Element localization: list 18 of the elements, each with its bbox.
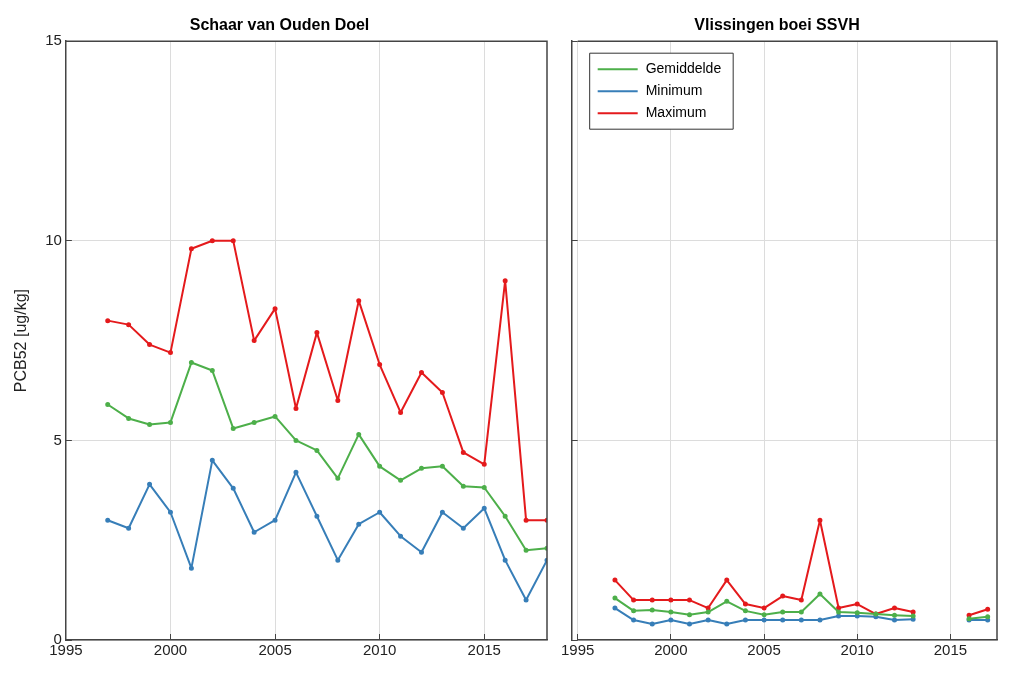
y-axis-title: PCB52 [ug/kg]: [12, 289, 30, 393]
chart-title: Vlissingen boei SSVH: [694, 16, 860, 34]
x-tick-label: 2000: [153, 641, 188, 659]
y-tick-label: 10: [45, 230, 62, 248]
chart-title: Schaar van Ouden Doel: [189, 16, 370, 34]
x-tick-label: 2015: [933, 641, 968, 659]
x-tick-label: 2010: [840, 641, 874, 659]
x-tick-label: 2000: [654, 641, 688, 659]
x-tick-label: 2010: [362, 641, 397, 659]
x-tick-label: 1995: [561, 641, 595, 659]
legend-label: Gemiddelde: [645, 60, 722, 77]
x-tick-label: 2015: [467, 641, 501, 659]
legend-label: Maximum: [645, 104, 707, 121]
legend-label: Minimum: [645, 82, 703, 99]
y-tick-label: 5: [53, 430, 62, 448]
y-tick-label: 15: [45, 31, 62, 49]
x-tick-label: 2005: [258, 641, 292, 659]
x-tick-label: 2005: [747, 641, 781, 659]
